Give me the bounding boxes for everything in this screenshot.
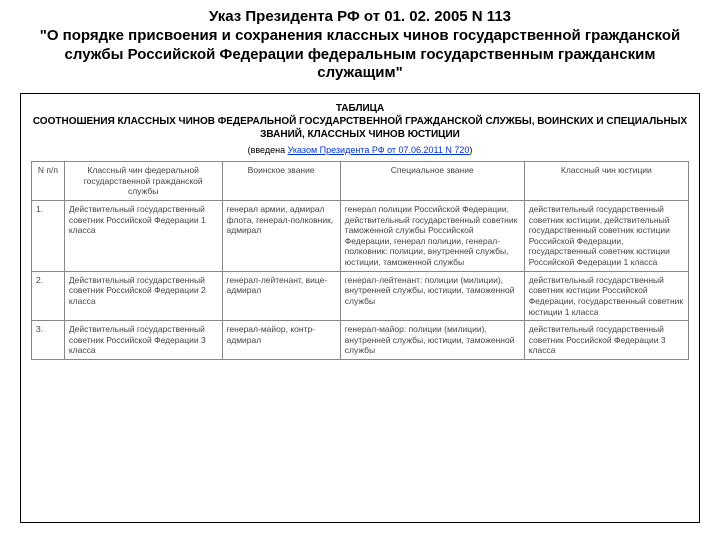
correspondence-table: N п/п Классный чин федеральной государст… bbox=[31, 161, 689, 360]
cell-justice: действительный государственный советник … bbox=[524, 200, 688, 271]
table-row: 2. Действительный государственный советн… bbox=[32, 271, 689, 321]
document-body: ТАБЛИЦА СООТНОШЕНИЯ КЛАССНЫХ ЧИНОВ ФЕДЕР… bbox=[20, 93, 700, 523]
col-justice: Классный чин юстиции bbox=[524, 162, 688, 201]
heading-line-1: Указ Президента РФ от 01. 02. 2005 N 113 bbox=[20, 8, 700, 27]
cell-num: 3. bbox=[32, 321, 65, 360]
cell-justice: действительный государственный советник … bbox=[524, 271, 688, 321]
cell-justice: действительный государственный советник … bbox=[524, 321, 688, 360]
table-note: (введена Указом Президента РФ от 07.06.2… bbox=[31, 145, 689, 155]
cell-military: генерал-лейтенант, вице-адмирал bbox=[222, 271, 340, 321]
cell-special: генерал-лейтенант: полиции (милиции), вн… bbox=[340, 271, 524, 321]
cell-civil: Действительный государственный советник … bbox=[64, 271, 222, 321]
table-caption-word: ТАБЛИЦА bbox=[336, 103, 384, 114]
heading-line-2: "О порядке присвоения и сохранения класс… bbox=[20, 27, 700, 83]
table-caption: ТАБЛИЦА СООТНОШЕНИЯ КЛАССНЫХ ЧИНОВ ФЕДЕР… bbox=[31, 102, 689, 141]
col-special: Специальное звание bbox=[340, 162, 524, 201]
table-note-prefix: (введена bbox=[248, 145, 288, 155]
cell-special: генерал полиции Российской Федерации, де… bbox=[340, 200, 524, 271]
table-row: 3. Действительный государственный советн… bbox=[32, 321, 689, 360]
cell-special: генерал-майор: полиции (милиции), внутре… bbox=[340, 321, 524, 360]
cell-military: генерал армии, адмирал флота, генерал-по… bbox=[222, 200, 340, 271]
table-row: 1. Действительный государственный советн… bbox=[32, 200, 689, 271]
cell-military: генерал-майор, контр-адмирал bbox=[222, 321, 340, 360]
table-note-link[interactable]: Указом Президента РФ от 07.06.2011 N 720 bbox=[288, 145, 470, 155]
cell-num: 2. bbox=[32, 271, 65, 321]
table-header-row: N п/п Классный чин федеральной государст… bbox=[32, 162, 689, 201]
table-note-suffix: ) bbox=[469, 145, 472, 155]
table-caption-title: СООТНОШЕНИЯ КЛАССНЫХ ЧИНОВ ФЕДЕРАЛЬНОЙ Г… bbox=[33, 116, 687, 140]
cell-num: 1. bbox=[32, 200, 65, 271]
page: Указ Президента РФ от 01. 02. 2005 N 113… bbox=[0, 0, 720, 540]
col-civil: Классный чин федеральной государственной… bbox=[64, 162, 222, 201]
col-num: N п/п bbox=[32, 162, 65, 201]
cell-civil: Действительный государственный советник … bbox=[64, 321, 222, 360]
document-heading: Указ Президента РФ от 01. 02. 2005 N 113… bbox=[20, 8, 700, 83]
col-military: Воинское звание bbox=[222, 162, 340, 201]
cell-civil: Действительный государственный советник … bbox=[64, 200, 222, 271]
